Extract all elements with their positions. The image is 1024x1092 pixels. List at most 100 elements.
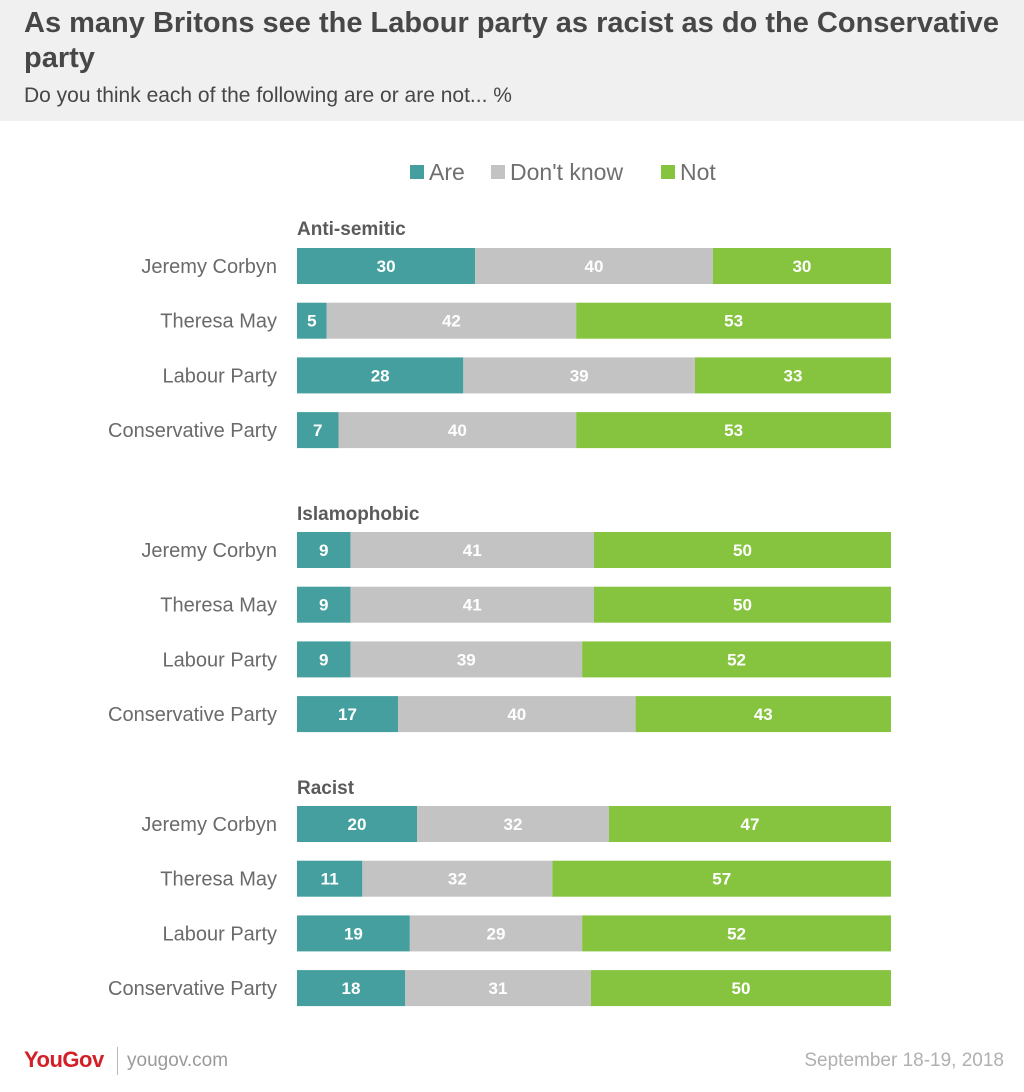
data-label: 40 [448,421,467,440]
data-label: 9 [319,596,328,615]
data-label: 7 [313,421,322,440]
data-label: 41 [463,541,482,560]
category-label: Theresa May [160,311,277,333]
bar-segment-not [694,357,891,394]
category-label: Jeremy Corbyn [141,814,277,836]
bar-segment-don-t-know [475,248,713,284]
data-label: 17 [338,705,357,724]
data-label: 50 [733,596,752,615]
data-label: 18 [342,979,361,998]
footer-date: September 18-19, 2018 [804,1050,1004,1071]
data-label: 40 [507,705,526,724]
category-label: Jeremy Corbyn [141,256,277,278]
data-label: 41 [463,596,482,615]
category-label: Labour Party [162,365,277,387]
bar-segment-are [297,248,476,284]
data-label: 42 [442,312,461,331]
bar-segment-don-t-know [405,970,591,1007]
bar-segment-don-t-know [397,696,636,733]
data-label: 11 [321,870,339,889]
data-label: 40 [585,257,604,276]
data-label: 53 [724,421,743,440]
bar-segment-not [609,806,891,842]
bar-segment-don-t-know [362,860,553,897]
bar-segment-don-t-know [338,412,577,449]
bar-segment-not [594,586,891,623]
data-label: 50 [733,541,752,560]
legend-label-are: Are [429,159,465,185]
category-label: Jeremy Corbyn [141,540,277,562]
chart-title: As many Britons see the Labour party as … [24,7,1000,74]
data-label: 32 [504,815,523,834]
bar-segment-are [297,915,410,952]
bar-segment-are [297,586,351,623]
legend-swatch-are [410,165,424,179]
category-label: Labour Party [162,649,277,671]
data-label: 28 [371,366,390,385]
legend-label-not: Not [680,159,716,185]
data-label: 19 [344,924,363,943]
bar-segment-are [297,357,464,394]
bar-segment-don-t-know [409,915,583,952]
category-label: Conservative Party [108,420,277,442]
data-label: 53 [724,312,743,331]
bar-segment-not [552,860,891,897]
header-band: As many Britons see the Labour party as … [0,0,1024,121]
data-label: 20 [348,815,367,834]
data-label: 5 [307,312,316,331]
bar-segment-not [582,915,891,952]
category-label: Conservative Party [108,978,277,1000]
category-label: Conservative Party [108,704,277,726]
bar-segment-not [591,970,891,1007]
footer-divider [117,1047,118,1075]
bar-segment-are [297,412,339,449]
legend-label-don-t-know: Don't know [510,159,623,185]
data-label: 43 [754,705,773,724]
stacked-bar-chart: Are Don't know Not Anti-semitic Jeremy Corby… [108,159,891,1007]
chart-subtitle: Do you think each of the following are o… [24,84,512,107]
bar-segment-are [297,302,327,339]
bar-segment-are [297,806,417,842]
bar-segment-not [712,248,891,284]
bar-segment-not [635,696,891,733]
bar-segment-are [297,696,398,733]
bar-segment-don-t-know [463,357,695,394]
data-label: 39 [570,366,589,385]
data-label: 31 [489,979,508,998]
bar-segment-are [297,860,363,897]
group-heading-racist: Racist [297,778,355,799]
bar-segment-don-t-know [350,532,594,568]
data-label: 32 [448,870,467,889]
data-label: 33 [784,366,803,385]
legend-swatch-not [661,165,675,179]
footer-site-link[interactable]: yougov.com [127,1050,229,1071]
category-label: Labour Party [162,923,277,945]
data-label: 57 [712,870,731,889]
bar-segment-not [576,302,891,339]
bar-segment-are [297,641,351,678]
data-label: 29 [487,924,506,943]
group-heading-islamophobic: Islamophobic [297,504,420,525]
bar-segment-not [576,412,891,449]
bar-segment-don-t-know [326,302,577,339]
category-label: Theresa May [160,595,277,617]
data-label: 50 [732,979,751,998]
bar-segment-not [582,641,891,678]
data-label: 47 [741,815,760,834]
bar-segment-are [297,532,351,568]
legend-swatch-don-t-know [491,165,505,179]
category-label: Theresa May [160,869,277,891]
data-label: 39 [457,650,476,669]
bar-segment-don-t-know [417,806,609,842]
bar-segment-don-t-know [350,586,594,623]
data-label: 9 [319,650,328,669]
data-label: 9 [319,541,328,560]
data-label: 30 [377,257,396,276]
bar-segment-not [594,532,891,568]
bar-segment-don-t-know [350,641,583,678]
data-label: 30 [792,257,811,276]
data-label: 52 [727,924,746,943]
bar-segment-are [297,970,405,1007]
group-heading-anti-semitic: Anti-semitic [297,219,406,240]
yougov-logo: YouGov [24,1047,104,1072]
